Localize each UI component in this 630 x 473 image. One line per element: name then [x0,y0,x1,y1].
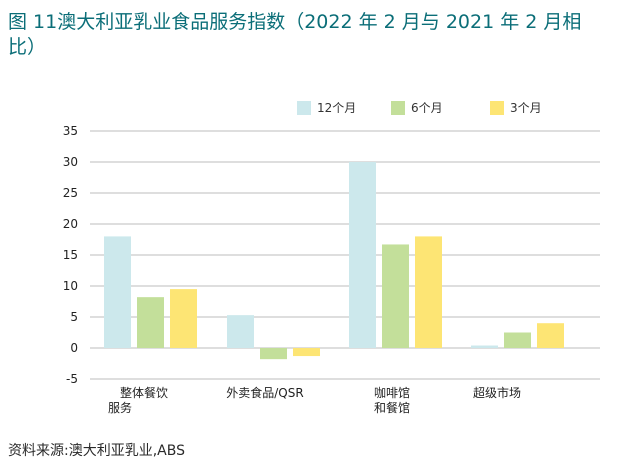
bar [537,323,564,348]
legend-label: 6个月 [411,101,443,115]
bars [104,162,564,360]
bar [349,162,376,348]
legend: 12个月 6个月 3个月 [297,101,542,115]
bar [382,244,409,348]
category-label-line: 和餐馆 [374,400,410,415]
bar [104,236,131,348]
y-tick-label: 15 [63,248,78,262]
legend-item: 3个月 [490,101,542,115]
chart-title: 图 11澳大利亚乳业食品服务指数（2022 年 2 月与 2021 年 2 月相… [8,11,582,58]
source-note: 资料来源:澳大利亚乳业,ABS [8,443,185,459]
y-axis-ticks: 35 30 25 20 15 10 5 0 -5 [63,124,78,386]
legend-label: 3个月 [510,101,542,115]
category-label: 超级市场 [473,385,521,400]
category-label-line: 服务 [108,400,132,415]
y-tick-label: 0 [70,341,78,355]
bar [293,348,320,357]
bar [227,315,254,348]
category-label-line: 外卖食品/QSR [226,385,303,400]
y-tick-label: 35 [63,124,78,138]
y-tick-label: 30 [63,155,78,169]
y-tick-label: 25 [63,186,78,200]
bar [504,332,531,348]
y-tick-label: 10 [63,279,78,293]
bar [137,297,164,348]
legend-item: 12个月 [297,101,356,115]
y-tick-label: 5 [70,310,78,324]
bar [471,345,498,348]
category-label-line: 超级市场 [473,385,521,400]
category-label-line: 整体餐饮 [120,385,168,400]
y-tick-label: 20 [63,217,78,231]
legend-item: 6个月 [391,101,443,115]
legend-swatch [297,101,311,115]
y-tick-label: -5 [66,372,78,386]
legend-swatch [391,101,405,115]
bar [415,236,442,348]
category-label-line: 咖啡馆 [374,385,410,400]
legend-label: 12个月 [317,101,356,115]
category-label: 外卖食品/QSR [226,385,303,400]
legend-swatch [490,101,504,115]
bar [260,348,287,360]
bar [170,289,197,348]
